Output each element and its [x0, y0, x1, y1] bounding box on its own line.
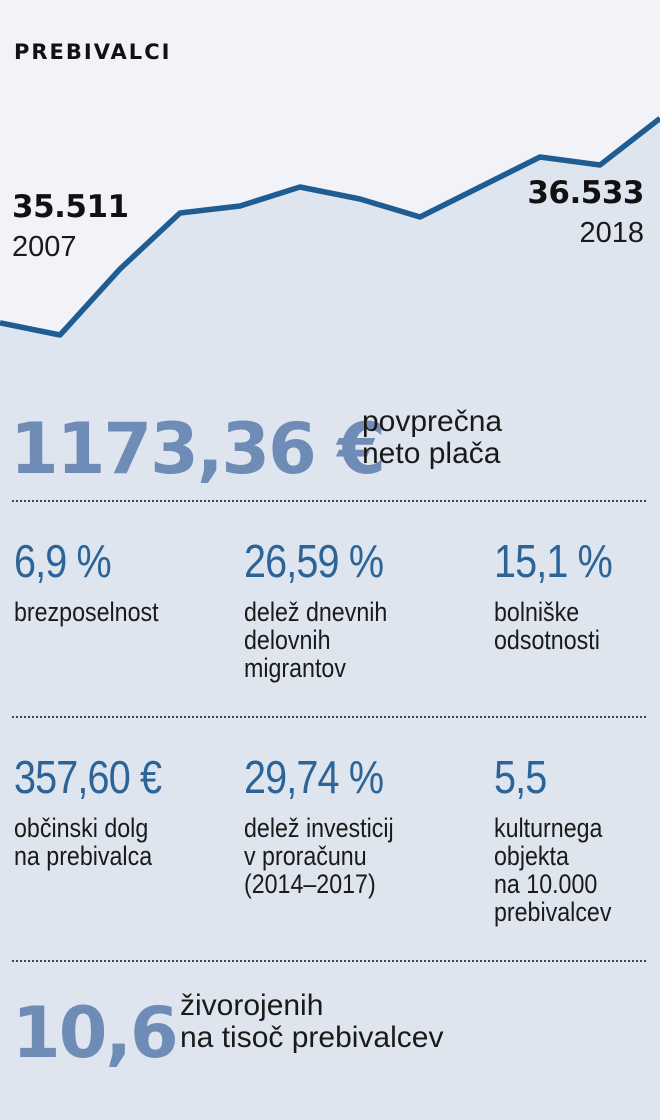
salary-caption: povprečna neto plača: [362, 406, 502, 469]
divider-2: [12, 716, 646, 718]
stat-sick-leave: 15,1 % bolniške odsotnosti: [494, 538, 660, 654]
stat-municipal-debt: 357,60 € občinski dolg na prebivalca: [14, 754, 254, 870]
births-caption-line2: na tisoč prebivalcev: [180, 1020, 444, 1054]
stat-value: 357,60 €: [14, 751, 162, 803]
population-line: [0, 116, 660, 338]
population-chart: [0, 0, 660, 380]
end-label: 36.533 2018: [527, 178, 644, 248]
births-value: 10,6: [12, 992, 179, 1074]
stat-label: brezposelnost: [14, 597, 159, 627]
stat-cultural-objects: 5,5 kulturnega objekta na 10.000 prebiva…: [494, 754, 660, 926]
end-year-label: 2018: [579, 217, 644, 249]
stat-value: 29,74 %: [244, 751, 384, 803]
salary-caption-line1: povprečna: [362, 405, 503, 438]
stat-label: bolniške odsotnosti: [494, 597, 600, 656]
end-value-label: 36.533: [527, 175, 644, 211]
stat-value: 26,59 %: [244, 535, 384, 587]
start-value-label: 35.511: [12, 189, 129, 225]
stat-label: delež dnevnih delovnih migrantov: [244, 597, 388, 684]
stat-value: 5,5: [494, 751, 547, 803]
divider-3: [12, 960, 646, 962]
divider-1: [12, 500, 646, 502]
stat-label: delež investicij v proračunu (2014–2017): [244, 813, 394, 900]
stat-unemployment: 6,9 % brezposelnost: [14, 538, 254, 626]
stat-value: 6,9 %: [14, 535, 112, 587]
births-caption: živorojenih na tisoč prebivalcev: [180, 990, 443, 1053]
salary-value: 1173,36 €: [10, 408, 386, 490]
stat-commuters: 26,59 % delež dnevnih delovnih migrantov: [244, 538, 484, 682]
stat-label: kulturnega objekta na 10.000 prebivalcev: [494, 813, 612, 928]
salary-caption-line2: neto plača: [362, 436, 501, 470]
stat-value: 15,1 %: [494, 535, 613, 587]
chart-title: PREBIVALCI: [14, 40, 172, 64]
stat-label: občinski dolg na prebivalca: [14, 813, 153, 872]
start-label: 35.511 2007: [12, 192, 129, 262]
population-area: [0, 118, 660, 380]
start-year-label: 2007: [12, 231, 77, 263]
births-caption-line1: živorojenih: [180, 989, 324, 1022]
stat-investments: 29,74 % delež investicij v proračunu (20…: [244, 754, 484, 898]
